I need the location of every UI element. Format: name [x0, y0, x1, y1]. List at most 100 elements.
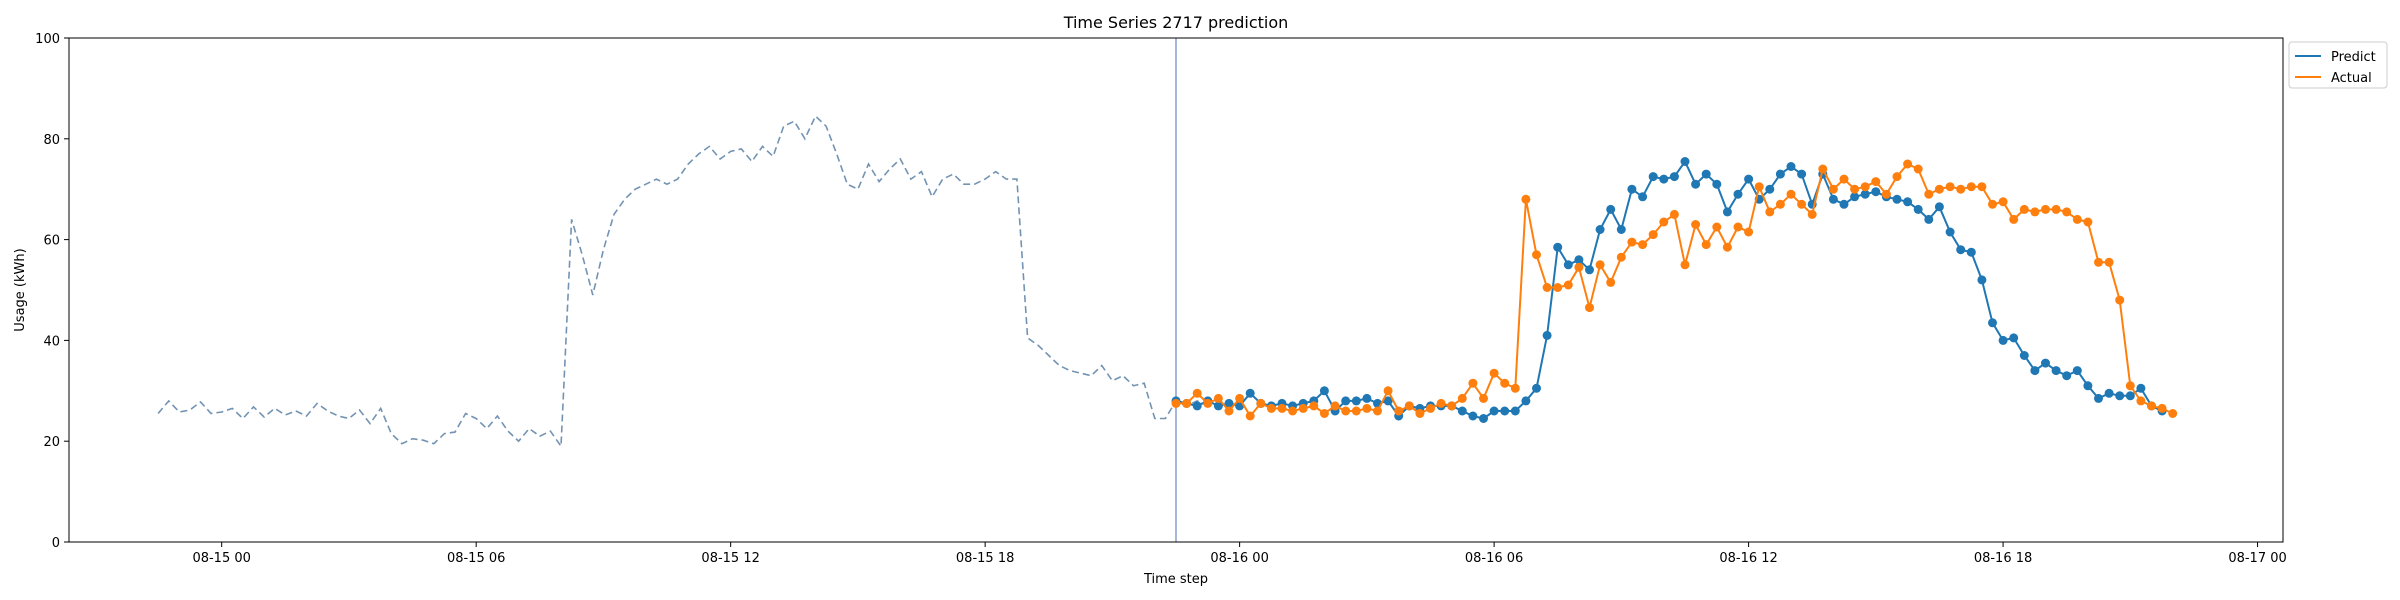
data-point-predict [1998, 335, 2008, 345]
data-point-predict [1871, 187, 1881, 197]
data-point-actual [2083, 217, 2093, 227]
data-point-predict [1648, 172, 1658, 182]
data-point-actual [1309, 401, 1319, 411]
data-point-actual [1256, 398, 1266, 408]
data-point-actual [1224, 406, 1234, 416]
data-point-actual [1871, 177, 1881, 187]
data-point-actual [1553, 283, 1563, 292]
x-axis-label: Time step [1143, 572, 1208, 587]
data-point-predict [2019, 351, 2029, 360]
data-point-actual [1818, 164, 1828, 174]
data-point-actual [1638, 240, 1648, 250]
data-point-actual [1892, 172, 1902, 182]
data-point-actual [1245, 411, 1255, 421]
series-actual [1171, 159, 2178, 421]
data-point-actual [1521, 194, 1531, 204]
data-point-actual [1850, 184, 1860, 194]
data-point-actual [1956, 184, 1966, 194]
data-point-actual [1977, 182, 1987, 192]
data-point-actual [1394, 406, 1404, 416]
data-point-predict [1383, 396, 1393, 406]
data-point-actual [1934, 184, 1944, 194]
data-point-predict [1712, 179, 1722, 189]
data-point-actual [2019, 204, 2029, 214]
data-point-predict [2009, 333, 2019, 343]
data-point-predict [1521, 396, 1531, 406]
y-tick-label: 0 [52, 536, 60, 551]
data-point-predict [2051, 366, 2061, 376]
data-point-predict [1744, 174, 1754, 184]
data-point-actual [1839, 174, 1849, 184]
data-point-actual [1712, 222, 1722, 232]
data-point-predict [1351, 396, 1361, 406]
data-point-predict [1786, 162, 1796, 171]
series-line-predict [1175, 159, 2163, 420]
data-point-predict [1903, 197, 1913, 207]
data-point-actual [1701, 240, 1711, 250]
data-point-actual [1988, 199, 1997, 209]
data-point-actual [1468, 378, 1478, 388]
data-point-actual [1277, 403, 1287, 413]
data-point-actual [1383, 386, 1393, 396]
x-tick-label: 08-16 18 [1974, 551, 2032, 566]
data-point-actual [1881, 189, 1891, 199]
data-point-actual [2136, 396, 2146, 406]
y-tick-label: 100 [35, 32, 60, 47]
data-point-predict [1977, 275, 1987, 285]
data-point-predict [1606, 204, 1616, 214]
data-point-predict [1489, 406, 1499, 416]
data-point-predict [2125, 391, 2135, 401]
data-point-actual [1457, 393, 1467, 403]
data-point-predict [2030, 366, 2040, 376]
data-point-predict [1479, 414, 1488, 423]
data-point-predict [1638, 192, 1648, 202]
data-point-predict [1924, 214, 1934, 224]
chart-title: Time Series 2717 prediction [1063, 13, 1289, 32]
data-point-predict [2094, 393, 2103, 403]
x-tick-label: 08-16 00 [1210, 551, 1268, 566]
data-point-actual [1860, 182, 1870, 192]
data-point-predict [1245, 388, 1255, 398]
data-point-actual [2062, 207, 2072, 217]
data-point-predict [1797, 169, 1807, 179]
data-point-actual [1744, 227, 1754, 237]
y-tick-label: 40 [43, 334, 60, 349]
data-point-predict [1616, 225, 1626, 234]
data-point-actual [1489, 368, 1499, 378]
data-point-predict [1595, 225, 1605, 234]
data-point-predict [1892, 194, 1902, 204]
data-point-predict [1860, 189, 1870, 199]
data-point-actual [1330, 401, 1340, 411]
legend-label-predict: Predict [2331, 50, 2376, 65]
data-point-actual [1627, 237, 1637, 247]
data-point-actual [1436, 398, 1446, 408]
data-point-actual [1648, 230, 1658, 240]
data-point-predict [1691, 179, 1701, 189]
data-point-actual [1298, 403, 1308, 413]
data-point-predict [1213, 401, 1223, 411]
data-point-actual [1288, 406, 1298, 416]
data-point-predict [1627, 184, 1637, 194]
data-point-actual [1722, 242, 1732, 252]
data-point-predict [2115, 391, 2125, 401]
history-line [157, 114, 1209, 449]
series-line-actual [1176, 162, 2174, 418]
data-point-actual [1192, 388, 1202, 398]
x-tick-label: 08-15 00 [192, 551, 250, 566]
x-tick-label: 08-15 18 [956, 551, 1014, 566]
x-tick-label: 08-17 00 [2228, 551, 2286, 566]
data-point-predict [1563, 260, 1573, 270]
y-tick-label: 20 [43, 435, 60, 450]
data-point-predict [1585, 265, 1594, 275]
data-point-predict [1500, 406, 1510, 416]
data-point-actual [1500, 378, 1510, 388]
data-point-actual [1680, 260, 1690, 270]
data-point-actual [1998, 197, 2008, 207]
data-point-actual [1171, 398, 1181, 408]
x-tick-label: 08-15 06 [447, 551, 505, 566]
data-point-actual [2051, 204, 2061, 214]
data-point-predict [1701, 169, 1711, 179]
data-point-actual [1203, 398, 1213, 408]
x-tick-label: 08-16 12 [1719, 551, 1777, 566]
